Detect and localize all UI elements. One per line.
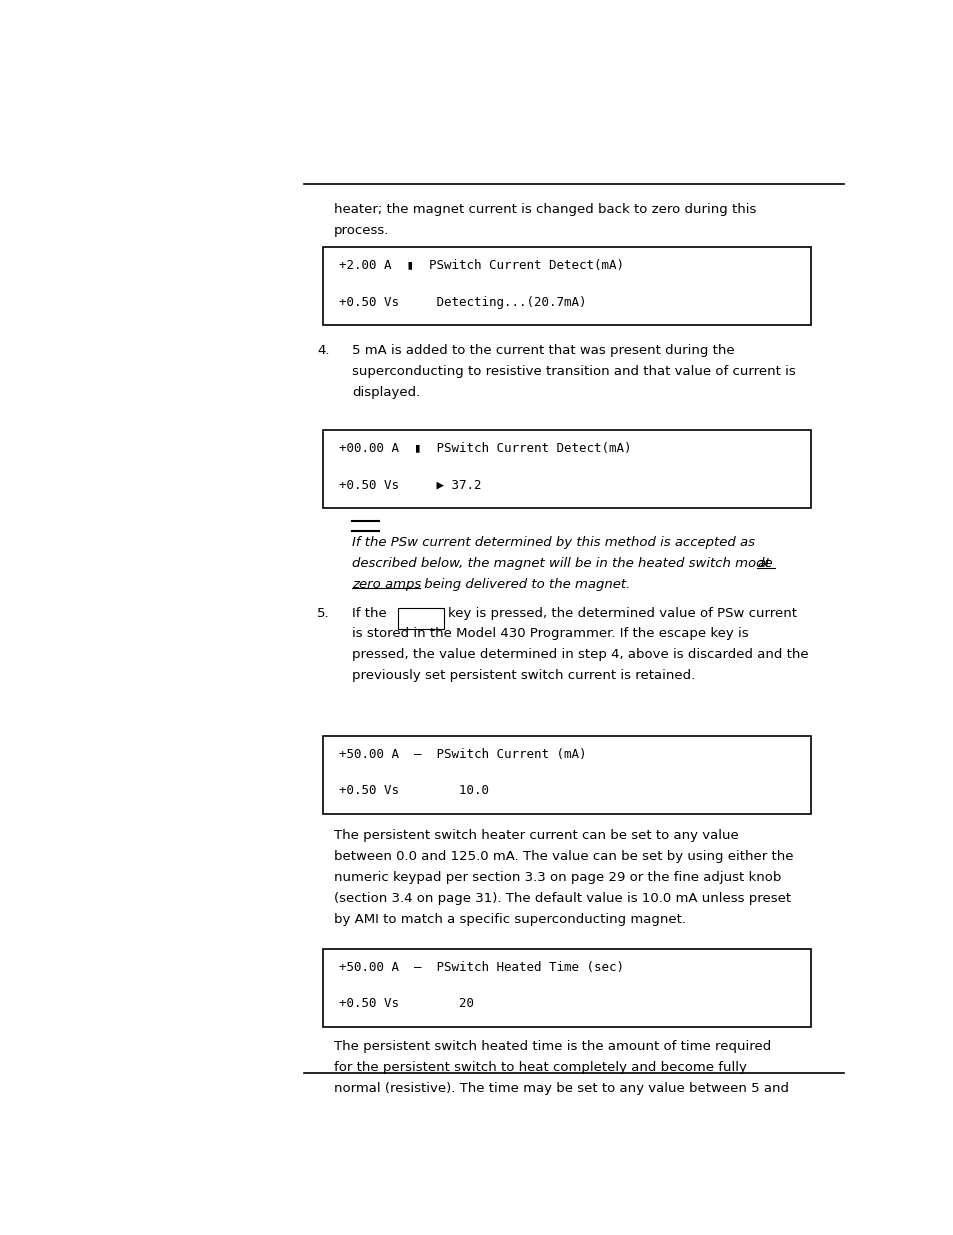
Text: between 0.0 and 125.0 mA. The value can be set by using either the: between 0.0 and 125.0 mA. The value can … (334, 850, 792, 863)
FancyBboxPatch shape (322, 736, 810, 814)
Text: being delivered to the magnet.: being delivered to the magnet. (419, 578, 630, 592)
Text: 5.: 5. (317, 606, 330, 620)
FancyBboxPatch shape (322, 430, 810, 508)
FancyBboxPatch shape (397, 608, 443, 630)
FancyBboxPatch shape (322, 948, 810, 1026)
Text: superconducting to resistive transition and that value of current is: superconducting to resistive transition … (352, 366, 795, 378)
Text: The persistent switch heater current can be set to any value: The persistent switch heater current can… (334, 829, 738, 842)
Text: +2.00 A  ▮  PSwitch Current Detect(mA): +2.00 A ▮ PSwitch Current Detect(mA) (338, 259, 623, 273)
Text: at: at (757, 557, 770, 571)
Text: +0.50 Vs        20: +0.50 Vs 20 (338, 998, 474, 1010)
Text: is stored in the Model 430 Programmer. If the escape key is: is stored in the Model 430 Programmer. I… (352, 627, 748, 641)
Text: zero amps: zero amps (352, 578, 421, 592)
Text: (section 3.4 on page 31). The default value is 10.0 mA unless preset: (section 3.4 on page 31). The default va… (334, 892, 790, 905)
Text: displayed.: displayed. (352, 385, 420, 399)
Text: previously set persistent switch current is retained.: previously set persistent switch current… (352, 669, 695, 682)
Text: pressed, the value determined in step 4, above is discarded and the: pressed, the value determined in step 4,… (352, 648, 808, 662)
Text: described below, the magnet will be in the heated switch mode: described below, the magnet will be in t… (352, 557, 776, 571)
Text: +0.50 Vs     ▶ 37.2: +0.50 Vs ▶ 37.2 (338, 478, 481, 492)
Text: for the persistent switch to heat completely and become fully: for the persistent switch to heat comple… (334, 1061, 746, 1074)
Text: +50.00 A  –  PSwitch Current (mA): +50.00 A – PSwitch Current (mA) (338, 748, 586, 761)
Text: numeric keypad per section 3.3 on page 29 or the fine adjust knob: numeric keypad per section 3.3 on page 2… (334, 871, 781, 884)
Text: by AMI to match a specific superconducting magnet.: by AMI to match a specific superconducti… (334, 913, 685, 926)
Text: +00.00 A  ▮  PSwitch Current Detect(mA): +00.00 A ▮ PSwitch Current Detect(mA) (338, 442, 631, 454)
Text: 5 mA is added to the current that was present during the: 5 mA is added to the current that was pr… (352, 345, 734, 357)
Text: If the: If the (352, 606, 387, 620)
Text: key is pressed, the determined value of PSw current: key is pressed, the determined value of … (448, 606, 797, 620)
Text: process.: process. (334, 225, 389, 237)
Text: 4.: 4. (317, 345, 330, 357)
Text: +0.50 Vs     Detecting...(20.7mA): +0.50 Vs Detecting...(20.7mA) (338, 295, 586, 309)
Text: The persistent switch heated time is the amount of time required: The persistent switch heated time is the… (334, 1040, 770, 1053)
FancyBboxPatch shape (322, 247, 810, 325)
Text: normal (resistive). The time may be set to any value between 5 and: normal (resistive). The time may be set … (334, 1082, 788, 1095)
Text: +50.00 A  –  PSwitch Heated Time (sec): +50.00 A – PSwitch Heated Time (sec) (338, 961, 623, 974)
Text: +0.50 Vs        10.0: +0.50 Vs 10.0 (338, 784, 488, 798)
Text: If the PSw current determined by this method is accepted as: If the PSw current determined by this me… (352, 536, 755, 550)
Text: heater; the magnet current is changed back to zero during this: heater; the magnet current is changed ba… (334, 204, 755, 216)
